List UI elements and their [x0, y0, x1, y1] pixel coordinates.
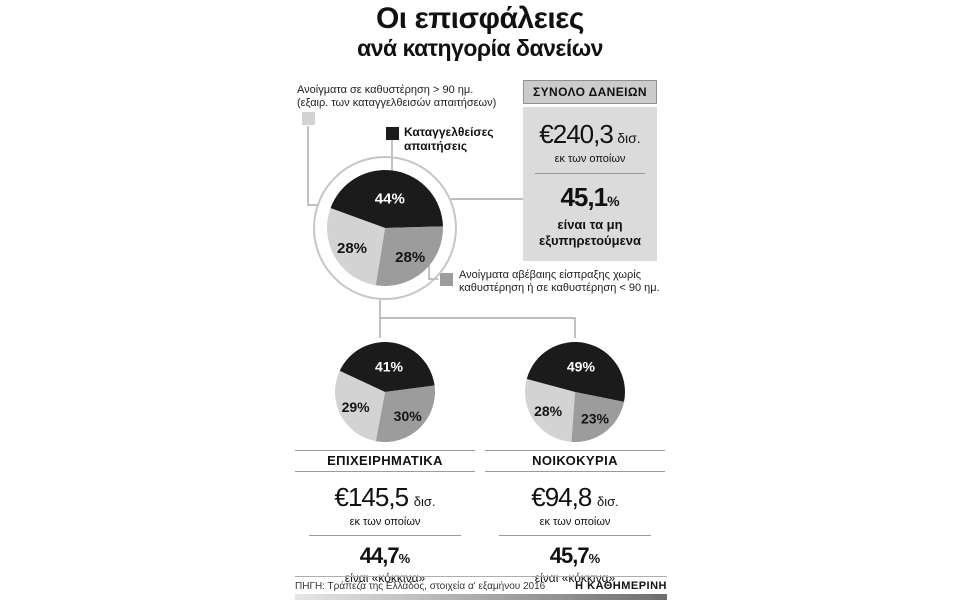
legend-denounced-label: Καταγγελθείσες απαιτήσεις — [404, 125, 494, 153]
business-divider — [309, 535, 461, 536]
pie-slice-label: 23% — [581, 410, 610, 426]
total-box-body: €240,3 δισ. εκ των οποίων 45,1% είναι τα… — [523, 107, 657, 261]
pie-slice-light_gray — [327, 208, 385, 286]
legend-denounced-swatch — [386, 127, 399, 140]
total-note-line2: εξυπηρετούμενα — [539, 233, 641, 248]
pie-slice-light_gray — [334, 370, 385, 442]
pie-slice-gray — [375, 385, 435, 443]
legend-overdue-swatch — [302, 112, 315, 125]
pie-slice-black — [339, 341, 435, 392]
total-pct-row: 45,1% — [529, 182, 651, 213]
pie-slice-label: 44% — [375, 191, 405, 208]
legend-overdue-line1: Ανοίγματα σε καθυστέρηση > 90 ημ. — [297, 84, 474, 96]
households-red-pct-sign: % — [588, 551, 601, 566]
households-amount: €94,8 — [531, 482, 592, 512]
business-note: είναι «κόκκινα» — [344, 571, 426, 585]
business-column: ΕΠΙΧΕΙΡΗΜΑΤΙΚΑ €145,5 δισ. εκ των οποίων… — [295, 450, 475, 585]
total-loans-box: ΣΥΝΟΛΟ ΔΑΝΕΙΩΝ €240,3 δισ. εκ των οποίων… — [523, 80, 657, 261]
households-pct-row: 45,7% — [485, 543, 665, 569]
business-pct-row: 44,7% — [295, 543, 475, 569]
connector-subpies — [379, 300, 576, 338]
brand-logo: Η ΚΑΘΗΜΕΡΙΝΗ — [575, 580, 667, 592]
pie-slice-gray — [375, 226, 444, 286]
chart-title: Οι επισφάλειες ανά κατηγορία δανείων — [0, 2, 960, 61]
legend-uncertain-label: Ανοίγματα αβέβαιης είσπραξης χωρίς καθυσ… — [459, 269, 660, 295]
business-amount-row: €145,5 δισ. — [295, 482, 475, 513]
total-npl-pct-sign: % — [607, 193, 620, 209]
title-line-1: Οι επισφάλειες — [375, 2, 585, 35]
pie-slice-label: 28% — [395, 249, 425, 266]
pie-slice-label: 30% — [394, 408, 423, 424]
footer-gradient-bar — [295, 594, 667, 600]
pie-slice-label: 28% — [337, 240, 367, 257]
total-box-header: ΣΥΝΟΛΟ ΔΑΝΕΙΩΝ — [523, 80, 657, 104]
footer-row: ΠΗΓΗ: Τράπεζα της Ελλάδος, στοιχεία α' ε… — [295, 580, 667, 592]
total-note-line1: είναι τα μη — [557, 217, 623, 232]
legend-uncertain-swatch — [440, 273, 453, 286]
pie-slice-gray — [571, 392, 625, 443]
source-credit: ΠΗΓΗ: Τράπεζα της Ελλάδος, στοιχεία α' ε… — [295, 581, 546, 592]
title-line-2: ανά κατηγορία δανείων — [357, 35, 603, 61]
legend-uncertain-line2: καθυστέρηση ή σε καθυστέρηση < 90 ημ. — [459, 282, 660, 294]
pie-slice-label: 41% — [375, 358, 404, 374]
pie-slice-label: 28% — [534, 403, 563, 419]
pie-slice-label: 29% — [342, 399, 371, 415]
legend-overdue-line2: (εξαιρ. των καταγγελθεισών απαιτήσεων) — [297, 97, 497, 109]
households-divider — [499, 535, 651, 536]
legend-overdue-label: Ανοίγματα σε καθυστέρηση > 90 ημ. (εξαιρ… — [297, 84, 496, 110]
total-amount-unit: δισ. — [617, 130, 641, 146]
households-amount-row: €94,8 δισ. — [485, 482, 665, 513]
pie-slice-black — [330, 169, 443, 228]
households-of-which-label: εκ των οποίων — [539, 516, 611, 528]
footer: ΠΗΓΗ: Τράπεζα της Ελλάδος, στοιχεία α' ε… — [295, 576, 667, 600]
legend-denounced-line2: απαιτήσεις — [404, 139, 468, 153]
pie-ring — [313, 156, 457, 300]
households-red-pct: 45,7 — [549, 543, 590, 568]
total-npl-pct: 45,1 — [560, 182, 608, 212]
business-of-which-label: εκ των οποίων — [349, 516, 421, 528]
connector-overdue — [307, 126, 317, 206]
pie-slice-label: 49% — [567, 359, 596, 375]
total-amount: €240,3 — [539, 119, 614, 149]
business-red-pct: 44,7 — [359, 543, 400, 568]
total-box-divider — [535, 173, 645, 174]
pie-business: 41% 30% 29% — [334, 341, 435, 443]
business-amount: €145,5 — [334, 482, 410, 512]
total-of-which-label: εκ των οποίων — [554, 153, 626, 165]
households-note: είναι «κόκκινα» — [534, 571, 616, 585]
households-label: ΝΟΙΚΟΚΥΡΙΑ — [485, 451, 665, 472]
business-amount-unit: δισ. — [413, 494, 436, 509]
legend-uncertain-line1: Ανοίγματα αβέβαιης είσπραξης χωρίς — [459, 269, 642, 281]
business-red-pct-sign: % — [398, 551, 411, 566]
total-amount-row: €240,3 δισ. — [529, 119, 651, 150]
business-label: ΕΠΙΧΕΙΡΗΜΑΤΙΚΑ — [295, 451, 475, 472]
households-amount-unit: δισ. — [596, 494, 619, 509]
pie-households: 49% 23% 28% — [524, 342, 625, 443]
legend-denounced-line1: Καταγγελθείσες — [404, 125, 494, 139]
pie-slice-light_gray — [524, 379, 575, 442]
households-column: ΝΟΙΚΟΚΥΡΙΑ €94,8 δισ. εκ των οποίων 45,7… — [485, 450, 665, 585]
pie-slice-black — [526, 342, 625, 402]
pie-total-loans: 44% 28% 28% — [313, 156, 457, 300]
